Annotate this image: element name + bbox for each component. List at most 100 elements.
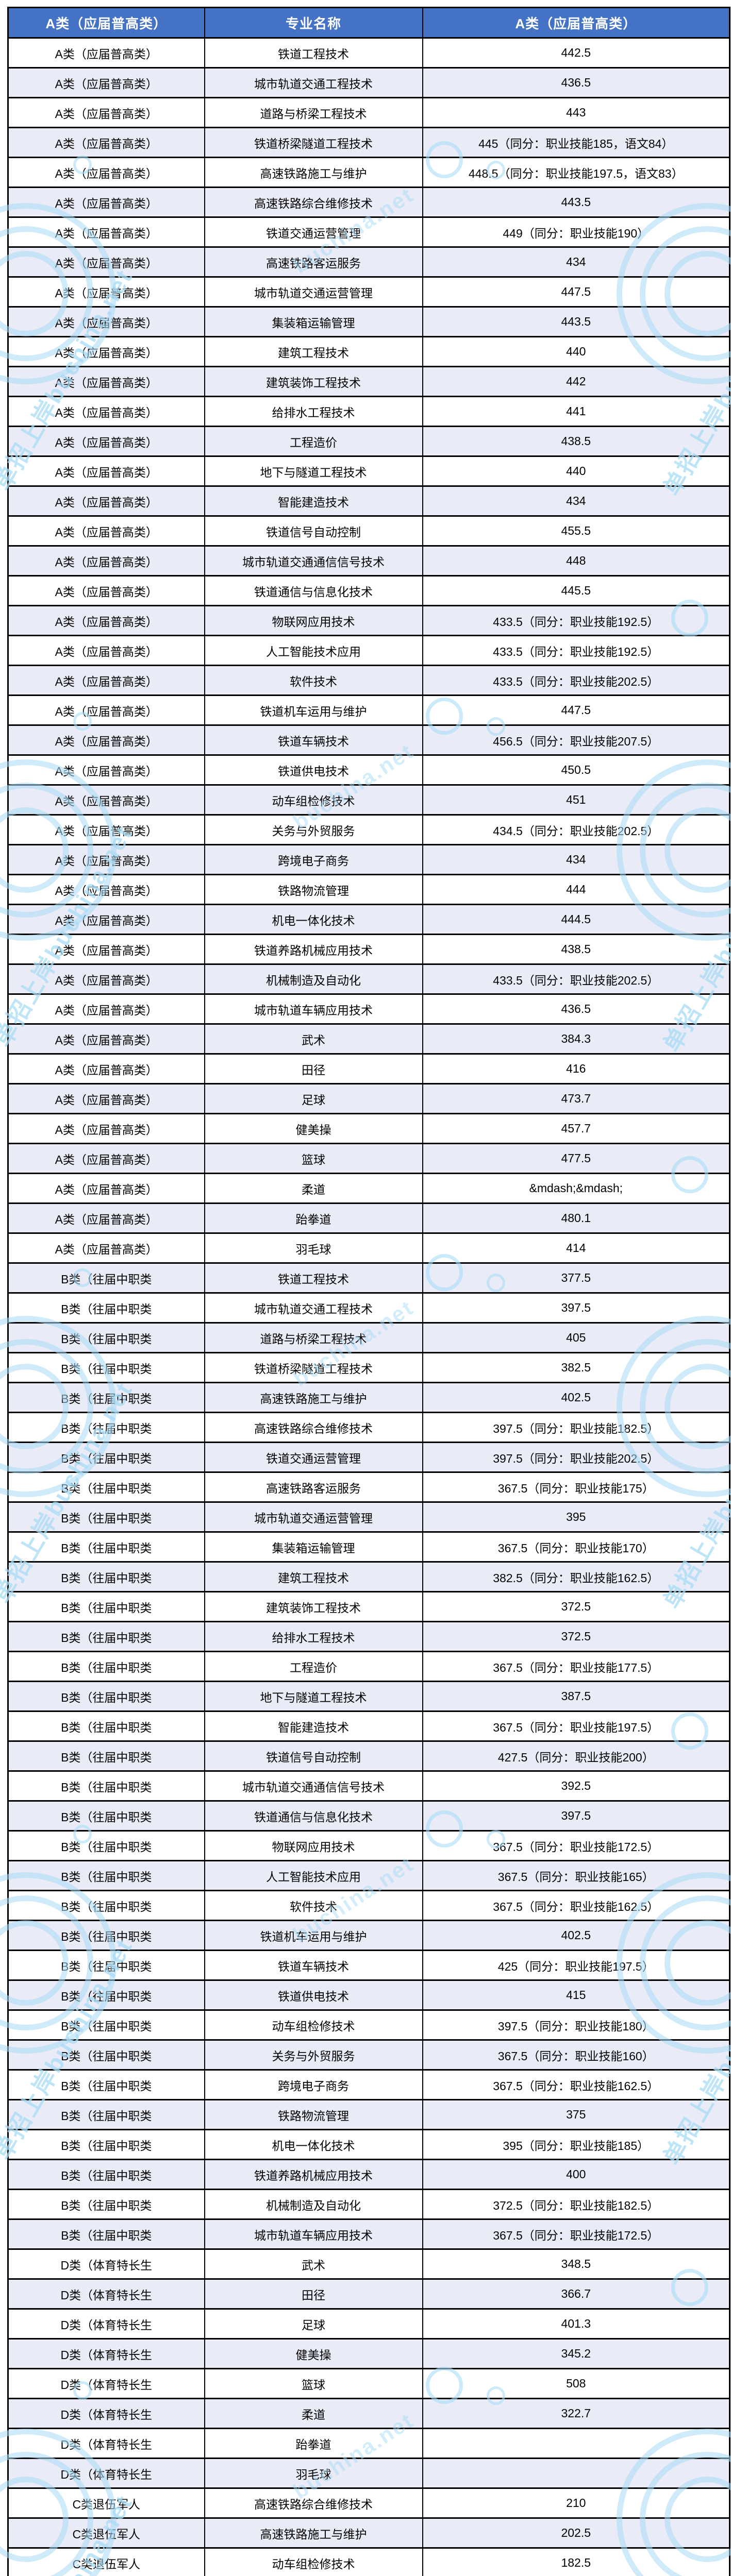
score-table-body: A类（应届普高类） 铁道工程技术 442.5 A类（应届普高类） 城市轨道交通工…: [7, 37, 730, 2576]
category-cell: B类（往届中职类: [7, 1531, 205, 1563]
category-cell: B类（往届中职类: [7, 1382, 205, 1413]
table-row: B类（往届中职类 铁道车辆技术 425（同分：职业技能197.5）: [7, 1950, 730, 1981]
score-cell: 477.5: [422, 1143, 730, 1174]
major-cell: 给排水工程技术: [204, 1621, 423, 1652]
score-cell: 395: [422, 1501, 730, 1533]
score-cell: 434: [422, 485, 730, 517]
table-row: A类（应届普高类） 铁道车辆技术 456.5（同分：职业技能207.5）: [7, 724, 730, 756]
category-cell: B类（往届中职类: [7, 2099, 205, 2130]
table-row: D类（体育特长生 武术 348.5: [7, 2248, 730, 2280]
category-cell: A类（应届普高类）: [7, 246, 205, 278]
major-cell: 柔道: [204, 2398, 423, 2429]
table-row: B类（往届中职类 铁道工程技术 377.5: [7, 1262, 730, 1294]
category-cell: B类（往届中职类: [7, 2218, 205, 2250]
score-cell: 372.5: [422, 1591, 730, 1622]
score-cell: 473.7: [422, 1083, 730, 1114]
score-cell: 449（同分：职业技能190）: [422, 216, 730, 248]
major-cell: 智能建造技术: [204, 1710, 423, 1742]
score-cell: 397.5: [422, 1292, 730, 1324]
category-cell: A类（应届普高类）: [7, 814, 205, 845]
table-row: B类（往届中职类 智能建造技术 367.5（同分：职业技能197.5）: [7, 1710, 730, 1742]
category-cell: B类（往届中职类: [7, 1322, 205, 1353]
score-cell: 366.7: [422, 2278, 730, 2310]
score-cell: 372.5: [422, 1621, 730, 1652]
table-row: B类（往届中职类 软件技术 367.5（同分：职业技能162.5）: [7, 1890, 730, 1921]
major-cell: 足球: [204, 2308, 423, 2340]
score-cell: 415: [422, 1979, 730, 2011]
major-cell: 建筑装饰工程技术: [204, 366, 423, 397]
category-cell: A类（应届普高类）: [7, 934, 205, 965]
score-cell: 182.5: [422, 2547, 730, 2576]
score-cell: 372.5（同分：职业技能182.5）: [422, 2189, 730, 2220]
score-cell: 456.5（同分：职业技能207.5）: [422, 724, 730, 756]
category-cell: A类（应届普高类）: [7, 97, 205, 128]
major-cell: 篮球: [204, 1143, 423, 1174]
score-cell: 397.5（同分：职业技能202.5）: [422, 1442, 730, 1473]
table-row: A类（应届普高类） 高速铁路综合维修技术 443.5: [7, 187, 730, 218]
table-row: A类（应届普高类） 田径 416: [7, 1053, 730, 1084]
table-row: A类（应届普高类） 足球 473.7: [7, 1083, 730, 1114]
score-cell: 367.5（同分：职业技能160）: [422, 2039, 730, 2071]
table-row: B类（往届中职类 铁道供电技术 415: [7, 1979, 730, 2011]
major-cell: 集装箱运输管理: [204, 306, 423, 337]
table-row: A类（应届普高类） 工程造价 438.5: [7, 426, 730, 457]
score-cell: 451: [422, 784, 730, 816]
score-cell: 392.5: [422, 1770, 730, 1802]
major-cell: 城市轨道交通工程技术: [204, 1292, 423, 1324]
category-cell: A类（应届普高类）: [7, 1083, 205, 1114]
score-cell: &mdash;&mdash;: [422, 1173, 730, 1204]
score-cell: 414: [422, 1232, 730, 1264]
major-cell: 铁路物流管理: [204, 2099, 423, 2130]
category-cell: A类（应届普高类）: [7, 635, 205, 666]
major-cell: 城市轨道交通通信信号技术: [204, 545, 423, 577]
category-cell: A类（应届普高类）: [7, 216, 205, 248]
major-cell: 柔道: [204, 1173, 423, 1204]
category-cell: A类（应届普高类）: [7, 694, 205, 726]
header-score: A类（应届普高类）: [422, 7, 730, 39]
major-cell: 物联网应用技术: [204, 605, 423, 636]
score-cell: 401.3: [422, 2308, 730, 2340]
table-row: A类（应届普高类） 建筑工程技术 440: [7, 336, 730, 367]
table-row: D类（体育特长生 足球 401.3: [7, 2308, 730, 2340]
major-cell: 铁道通信与信息化技术: [204, 1800, 423, 1832]
score-cell: 397.5: [422, 1800, 730, 1832]
major-cell: 铁道机车运用与维护: [204, 1920, 423, 1951]
table-row: A类（应届普高类） 给排水工程技术 441: [7, 396, 730, 427]
category-cell: D类（体育特长生: [7, 2308, 205, 2340]
score-cell: 377.5: [422, 1262, 730, 1294]
score-cell: 447.5: [422, 694, 730, 726]
category-cell: B类（往届中职类: [7, 1591, 205, 1622]
table-row: C类退伍军人 高速铁路施工与维护 202.5: [7, 2517, 730, 2549]
major-cell: 铁路物流管理: [204, 874, 423, 905]
score-cell: 457.7: [422, 1113, 730, 1144]
category-cell: D类（体育特长生: [7, 2428, 205, 2459]
score-cell: 433.5（同分：职业技能202.5）: [422, 665, 730, 696]
score-cell: 367.5（同分：职业技能197.5）: [422, 1710, 730, 1742]
major-cell: 建筑装饰工程技术: [204, 1591, 423, 1622]
category-cell: A类（应届普高类）: [7, 515, 205, 547]
category-cell: A类（应届普高类）: [7, 993, 205, 1025]
category-cell: B类（往届中职类: [7, 1501, 205, 1533]
table-row: B类（往届中职类 城市轨道交通通信信号技术 392.5: [7, 1770, 730, 1802]
table-row: B类（往届中职类 铁道通信与信息化技术 397.5: [7, 1800, 730, 1832]
score-cell: 382.5: [422, 1352, 730, 1383]
table-row: B类（往届中职类 动车组检修技术 397.5（同分：职业技能180）: [7, 2009, 730, 2041]
category-cell: A类（应届普高类）: [7, 127, 205, 158]
table-row: B类（往届中职类 城市轨道交通运营管理 395: [7, 1501, 730, 1533]
table-row: A类（应届普高类） 铁道信号自动控制 455.5: [7, 515, 730, 547]
category-cell: A类（应届普高类）: [7, 874, 205, 905]
category-cell: A类（应届普高类）: [7, 485, 205, 517]
score-cell: 440: [422, 455, 730, 487]
category-cell: A类（应届普高类）: [7, 1232, 205, 1264]
category-cell: B类（往届中职类: [7, 2189, 205, 2220]
major-cell: 铁道桥梁隧道工程技术: [204, 1352, 423, 1383]
category-cell: B类（往届中职类: [7, 1979, 205, 2011]
table-row: A类（应届普高类） 健美操 457.7: [7, 1113, 730, 1144]
major-cell: 软件技术: [204, 665, 423, 696]
score-cell: 445（同分：职业技能185，语文84）: [422, 127, 730, 158]
table-row: B类（往届中职类 关务与外贸服务 367.5（同分：职业技能160）: [7, 2039, 730, 2071]
category-cell: B类（往届中职类: [7, 1262, 205, 1294]
table-row: A类（应届普高类） 软件技术 433.5（同分：职业技能202.5）: [7, 665, 730, 696]
score-cell: 443: [422, 97, 730, 128]
table-row: B类（往届中职类 高速铁路综合维修技术 397.5（同分：职业技能182.5）: [7, 1412, 730, 1443]
